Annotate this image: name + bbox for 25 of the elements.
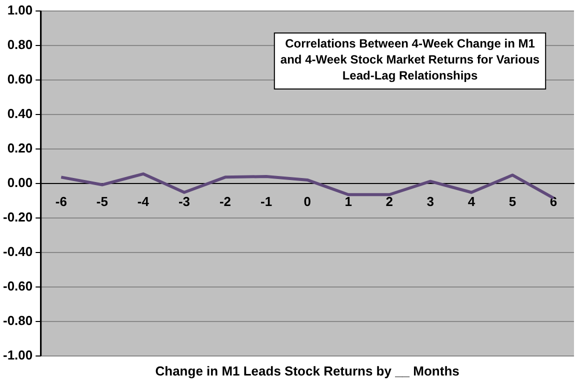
x-tick-label: 0 <box>304 194 311 209</box>
x-tick-label: -6 <box>55 194 67 209</box>
x-tick-label: -5 <box>96 194 108 209</box>
y-tick-label: 0.20 <box>7 140 33 156</box>
y-tick-label: -0.80 <box>2 313 33 328</box>
y-tick-label: 1.00 <box>7 2 33 18</box>
x-tick-label: -4 <box>137 194 150 209</box>
x-tick-label: 2 <box>386 194 393 209</box>
x-axis-title: Change in M1 Leads Stock Returns by __ Months <box>155 364 460 379</box>
x-tick-label: 3 <box>426 194 434 209</box>
y-tick-label: -1.00 <box>2 348 33 363</box>
x-tick-label: 1 <box>344 194 352 209</box>
y-tick-label: 0.60 <box>7 71 33 86</box>
y-tick-label: 0.80 <box>7 36 33 52</box>
x-tick-label: -3 <box>178 194 190 209</box>
text: Correlations Between 4-Week Change in M1 and 4-Week Stock Market Returns for Various Lead-Lag Relationships <box>280 36 540 82</box>
y-tick-label: -0.20 <box>2 210 33 224</box>
x-tick-label: -1 <box>260 194 272 209</box>
y-tick-label: 0.00 <box>7 174 33 190</box>
x-tick-label: 5 <box>508 194 516 209</box>
x-tick-label: -2 <box>219 194 232 209</box>
x-tick-label: 4 <box>468 194 476 209</box>
y-tick-label: -0.40 <box>2 244 33 260</box>
y-tick-label: 0.40 <box>7 106 33 121</box>
y-tick-label: -0.60 <box>2 278 33 294</box>
